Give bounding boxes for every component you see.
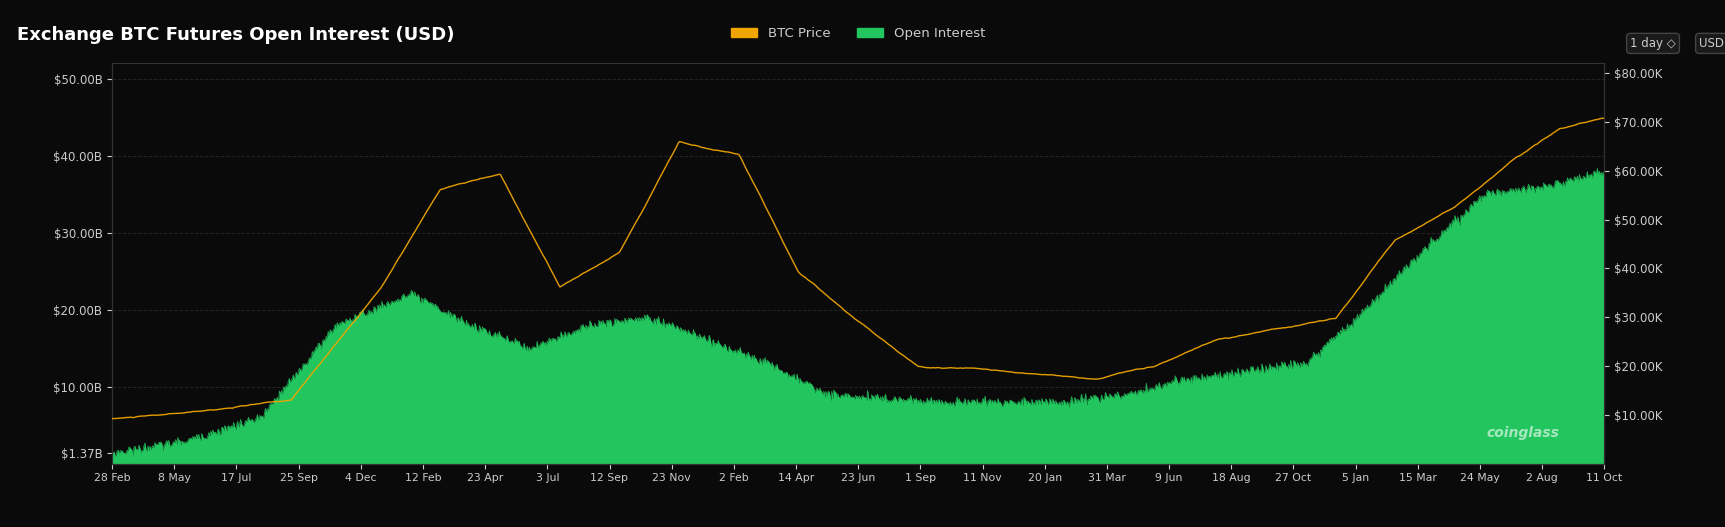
Legend: BTC Price, Open Interest: BTC Price, Open Interest: [726, 22, 990, 45]
Text: 1 day ◇: 1 day ◇: [1630, 37, 1677, 50]
Text: USD ◇: USD ◇: [1699, 37, 1725, 50]
Text: coinglass: coinglass: [1487, 426, 1559, 440]
Text: Exchange BTC Futures Open Interest (USD): Exchange BTC Futures Open Interest (USD): [17, 26, 455, 44]
